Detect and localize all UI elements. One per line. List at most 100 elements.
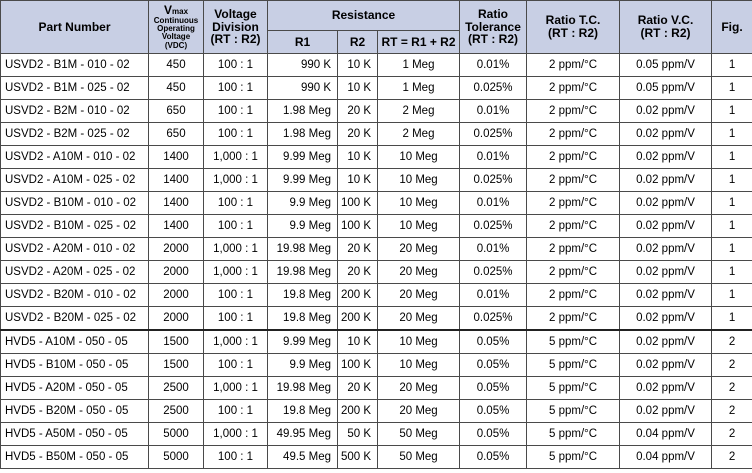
cell-r2: 20 K	[337, 376, 378, 400]
cell-ratio-vc: 0.02 ppm/V	[619, 237, 713, 261]
cell-ratio-tc: 5 ppm/°C	[526, 422, 621, 446]
cell-fig: 1	[711, 214, 752, 238]
cell-r2: 500 K	[337, 445, 378, 469]
cell-rt: 10 Meg	[376, 145, 461, 169]
cell-vmax: 2000	[148, 306, 204, 331]
cell-part-number: HVD5 - A10M - 050 - 05	[0, 329, 149, 354]
cell-r2: 100 K	[337, 191, 378, 215]
table-row: USVD2 - B10M - 025 - 02 1400 100 : 1 9.9 Me…	[0, 214, 752, 238]
table-row: HVD5 - A50M - 050 - 05 5000 1,000 : 1 49.95…	[0, 422, 752, 446]
cell-fig: 1	[711, 237, 752, 261]
cell-r1: 9.9 Meg	[267, 191, 338, 215]
cell-ratio-tc: 2 ppm/°C	[526, 214, 621, 238]
cell-ratio-tolerance: 0.01%	[459, 145, 528, 169]
cell-fig: 2	[711, 422, 752, 446]
header-ratio-tolerance: Ratio Tolerance (RT : R2)	[459, 0, 528, 54]
cell-r2: 200 K	[337, 283, 378, 307]
cell-part-number: USVD2 - B10M - 025 - 02	[0, 214, 149, 238]
cell-part-number: USVD2 - A20M - 025 - 02	[0, 260, 149, 284]
cell-ratio-vc: 0.05 ppm/V	[619, 53, 713, 77]
cell-fig: 1	[711, 145, 752, 169]
cell-vmax: 2500	[148, 376, 204, 400]
header-ratio-tc: Ratio T.C. (RT : R2)	[526, 0, 621, 54]
cell-r1: 49.95 Meg	[267, 422, 338, 446]
cell-voltage-division: 1,000 : 1	[203, 145, 268, 169]
cell-ratio-tolerance: 0.025%	[459, 122, 528, 146]
cell-ratio-tc: 2 ppm/°C	[526, 306, 621, 331]
cell-r1: 9.9 Meg	[267, 214, 338, 238]
cell-vmax: 1400	[148, 145, 204, 169]
header-vmax-line1: Continuous	[153, 15, 199, 25]
cell-voltage-division: 1,000 : 1	[203, 260, 268, 284]
cell-voltage-division: 100 : 1	[203, 99, 268, 123]
cell-voltage-division: 100 : 1	[203, 283, 268, 307]
table-row: USVD2 - A10M - 025 - 02 1400 1,000 : 1 9.99…	[0, 168, 752, 192]
header-rt: RT = R1 + R2	[376, 30, 461, 54]
header-voltage-division-line2: Division	[212, 19, 259, 34]
cell-ratio-vc: 0.02 ppm/V	[619, 168, 713, 192]
header-row-top: Part Number Vmax Continuous Operating Vo…	[0, 0, 752, 54]
cell-rt: 20 Meg	[376, 283, 461, 307]
cell-r1: 1.98 Meg	[267, 122, 338, 146]
cell-ratio-tolerance: 0.01%	[459, 53, 528, 77]
header-voltage-division-line1: Voltage	[214, 7, 257, 22]
cell-ratio-tc: 2 ppm/°C	[526, 168, 621, 192]
header-ratio-tolerance-line2: Tolerance	[465, 19, 521, 34]
cell-fig: 1	[711, 53, 752, 77]
cell-ratio-tolerance: 0.01%	[459, 191, 528, 215]
cell-part-number: HVD5 - A50M - 050 - 05	[0, 422, 149, 446]
header-vmax-line4: (VDC)	[164, 40, 188, 50]
table-row: HVD5 - A10M - 050 - 05 1500 1,000 : 1 9.99 …	[0, 329, 752, 354]
table-row: HVD5 - B10M - 050 - 05 1500 100 : 1 9.9 Meg…	[0, 353, 752, 377]
cell-ratio-vc: 0.02 ppm/V	[619, 353, 713, 377]
cell-ratio-vc: 0.02 ppm/V	[619, 122, 713, 146]
cell-r1: 19.8 Meg	[267, 399, 338, 423]
header-ratio-tc-line1: Ratio T.C.	[545, 13, 601, 28]
table-row: HVD5 - B20M - 050 - 05 2500 100 : 1 19.8 Me…	[0, 399, 752, 423]
cell-ratio-vc: 0.02 ppm/V	[619, 399, 713, 423]
cell-r1: 49.5 Meg	[267, 445, 338, 469]
cell-r1: 990 K	[267, 76, 338, 100]
cell-ratio-tc: 5 ppm/°C	[526, 329, 621, 354]
cell-ratio-vc: 0.04 ppm/V	[619, 445, 713, 469]
cell-r1: 9.99 Meg	[267, 145, 338, 169]
cell-rt: 1 Meg	[376, 53, 461, 77]
cell-r2: 10 K	[337, 145, 378, 169]
cell-ratio-tc: 2 ppm/°C	[526, 99, 621, 123]
cell-fig: 1	[711, 76, 752, 100]
cell-ratio-tolerance: 0.01%	[459, 237, 528, 261]
cell-r1: 990 K	[267, 53, 338, 77]
cell-rt: 50 Meg	[376, 445, 461, 469]
table-row: USVD2 - B1M - 010 - 02 450 100 : 1 990 K 10 …	[0, 53, 752, 77]
cell-vmax: 2000	[148, 283, 204, 307]
cell-r2: 10 K	[337, 168, 378, 192]
cell-ratio-tolerance: 0.025%	[459, 76, 528, 100]
cell-r2: 20 K	[337, 237, 378, 261]
table-row: HVD5 - A20M - 050 - 05 2500 1,000 : 1 19.98…	[0, 376, 752, 400]
cell-ratio-tc: 2 ppm/°C	[526, 283, 621, 307]
cell-part-number: USVD2 - B2M - 010 - 02	[0, 99, 149, 123]
cell-fig: 1	[711, 283, 752, 307]
cell-r1: 19.98 Meg	[267, 260, 338, 284]
cell-ratio-tc: 2 ppm/°C	[526, 237, 621, 261]
cell-ratio-tolerance: 0.05%	[459, 353, 528, 377]
cell-vmax: 450	[148, 76, 204, 100]
cell-vmax: 1400	[148, 214, 204, 238]
cell-vmax: 2000	[148, 260, 204, 284]
cell-vmax: 450	[148, 53, 204, 77]
cell-ratio-tolerance: 0.05%	[459, 422, 528, 446]
cell-ratio-tolerance: 0.05%	[459, 329, 528, 354]
header-fig: Fig.	[711, 0, 752, 54]
cell-voltage-division: 100 : 1	[203, 445, 268, 469]
header-part-number: Part Number	[0, 0, 149, 54]
cell-ratio-tolerance: 0.025%	[459, 260, 528, 284]
cell-rt: 20 Meg	[376, 237, 461, 261]
cell-rt: 20 Meg	[376, 260, 461, 284]
header-vmax-line2: Operating	[157, 23, 195, 33]
cell-ratio-tc: 5 ppm/°C	[526, 399, 621, 423]
table-row: USVD2 - A10M - 010 - 02 1400 1,000 : 1 9.99…	[0, 145, 752, 169]
cell-part-number: HVD5 - A20M - 050 - 05	[0, 376, 149, 400]
cell-ratio-tolerance: 0.05%	[459, 399, 528, 423]
header-vmax-line3: Voltage	[161, 32, 191, 42]
